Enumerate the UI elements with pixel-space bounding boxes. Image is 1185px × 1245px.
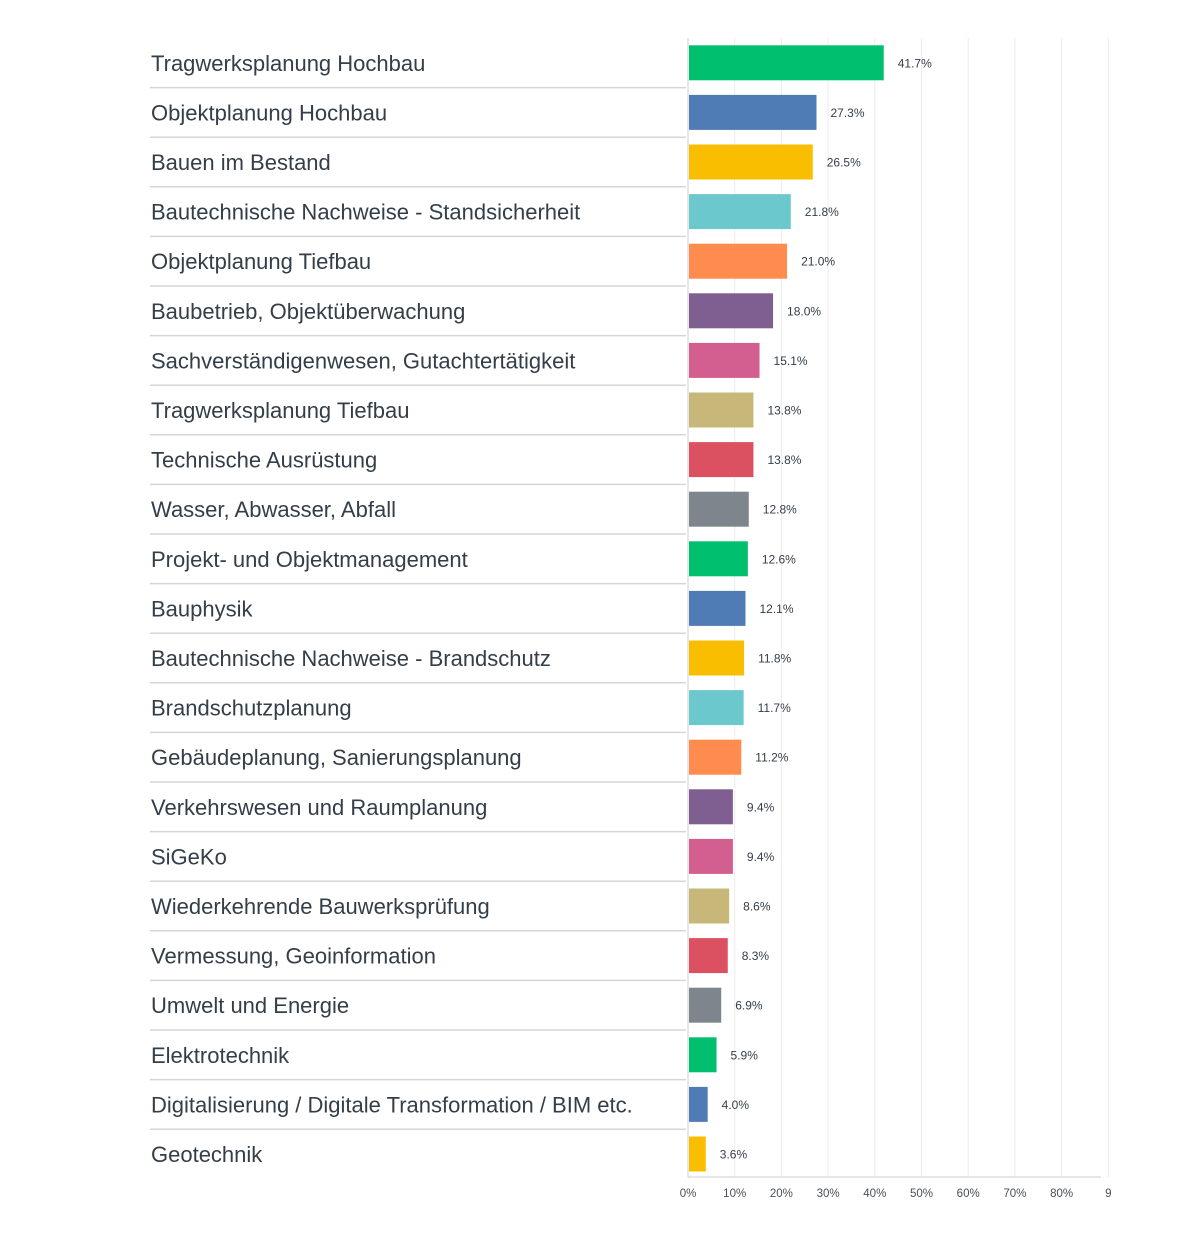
bar bbox=[689, 243, 788, 279]
x-tick-label: 50% bbox=[910, 1188, 933, 1200]
x-tick-label: 60% bbox=[957, 1188, 980, 1200]
category-label: Bauphysik bbox=[151, 596, 254, 621]
category-label: Verkehrswesen und Raumplanung bbox=[151, 795, 487, 820]
x-tick-label: 20% bbox=[770, 1188, 793, 1200]
bar bbox=[689, 640, 745, 676]
bars: 41.7% 27.3% 26.5% 21.8% 21.0% 18.0% 15.1% 13.8%… bbox=[689, 45, 932, 1172]
data-label: 8.6% bbox=[743, 900, 771, 914]
bar bbox=[689, 590, 746, 626]
bar bbox=[689, 838, 733, 874]
category-label: Baubetrieb, Objektüberwachung bbox=[151, 299, 465, 324]
bar bbox=[689, 392, 754, 428]
category-label: Vermessung, Geoinformation bbox=[151, 944, 436, 969]
data-label: 15.1% bbox=[774, 354, 808, 368]
category-label: Geotechnik bbox=[151, 1142, 263, 1167]
data-label: 12.1% bbox=[760, 602, 794, 616]
x-tick-label: 70% bbox=[1003, 1188, 1026, 1200]
data-label: 12.8% bbox=[763, 503, 797, 517]
data-label: 11.7% bbox=[758, 701, 791, 715]
data-label: 26.5% bbox=[827, 156, 861, 170]
data-label: 9.4% bbox=[747, 850, 775, 864]
data-label: 11.8% bbox=[758, 652, 791, 666]
data-label: 21.8% bbox=[805, 205, 839, 219]
data-label: 13.8% bbox=[767, 453, 801, 467]
data-label: 27.3% bbox=[830, 106, 864, 120]
data-label: 41.7% bbox=[898, 56, 932, 70]
category-label: Bauen im Bestand bbox=[151, 150, 331, 175]
bar bbox=[689, 45, 884, 81]
bar bbox=[689, 938, 728, 974]
x-tick-label: 9 bbox=[1105, 1188, 1111, 1200]
bar bbox=[689, 144, 813, 180]
data-label: 18.0% bbox=[787, 304, 821, 318]
category-label: Wasser, Abwasser, Abfall bbox=[151, 497, 396, 522]
bar bbox=[689, 442, 754, 478]
x-tick-label: 30% bbox=[817, 1188, 840, 1200]
x-tick-label: 10% bbox=[723, 1188, 746, 1200]
bar bbox=[689, 194, 791, 230]
category-label: Projekt- und Objektmanagement bbox=[151, 547, 468, 572]
category-label: Technische Ausrüstung bbox=[151, 448, 377, 473]
bar bbox=[689, 1086, 708, 1122]
data-label: 5.9% bbox=[731, 1048, 759, 1062]
data-label: 21.0% bbox=[801, 255, 835, 269]
data-label: 12.6% bbox=[762, 552, 796, 566]
bar bbox=[689, 888, 730, 924]
category-label: Brandschutzplanung bbox=[151, 696, 352, 721]
category-label: Sachverständigenwesen, Gutachtertätigkei… bbox=[151, 348, 575, 373]
bar bbox=[689, 491, 749, 527]
bar bbox=[689, 1136, 706, 1172]
data-label: 9.4% bbox=[747, 800, 775, 814]
data-label: 4.0% bbox=[722, 1098, 750, 1112]
data-label: 6.9% bbox=[735, 999, 763, 1013]
data-label: 3.6% bbox=[720, 1148, 748, 1162]
bar bbox=[689, 789, 733, 825]
bar bbox=[689, 541, 748, 577]
data-label: 13.8% bbox=[767, 404, 801, 418]
category-label: Wiederkehrende Bauwerksprüfung bbox=[151, 894, 490, 919]
category-rows: Tragwerksplanung Hochbau Objektplanung Ho… bbox=[150, 51, 686, 1167]
category-label: Bautechnische Nachweise - Brandschutz bbox=[151, 646, 551, 671]
bar bbox=[689, 342, 760, 378]
bar bbox=[689, 1037, 717, 1073]
category-label: Bautechnische Nachweise - Standsicherhei… bbox=[151, 200, 580, 225]
data-label: 11.2% bbox=[755, 751, 788, 765]
category-label: Objektplanung Tiefbau bbox=[151, 249, 371, 274]
category-label: Elektrotechnik bbox=[151, 1043, 290, 1068]
category-label: Tragwerksplanung Hochbau bbox=[151, 51, 425, 76]
bar bbox=[689, 739, 742, 775]
category-label: Umwelt und Energie bbox=[151, 993, 349, 1018]
x-tick-label: 80% bbox=[1050, 1188, 1073, 1200]
x-axis: 0% 10% 20% 30% 40% 50% 60% 70% 80% 9 bbox=[680, 38, 1112, 1200]
category-label: SiGeKo bbox=[151, 844, 227, 869]
category-label: Tragwerksplanung Tiefbau bbox=[151, 398, 409, 423]
x-tick-label: 40% bbox=[863, 1188, 886, 1200]
bar bbox=[689, 94, 817, 130]
category-label: Digitalisierung / Digitale Transformatio… bbox=[151, 1092, 633, 1117]
bar bbox=[689, 987, 722, 1023]
data-label: 8.3% bbox=[742, 949, 770, 963]
category-label: Gebäudeplanung, Sanierungsplanung bbox=[151, 745, 522, 770]
bar bbox=[689, 690, 744, 726]
bar bbox=[689, 293, 774, 329]
x-tick-label: 0% bbox=[680, 1188, 697, 1200]
category-label: Objektplanung Hochbau bbox=[151, 100, 387, 125]
